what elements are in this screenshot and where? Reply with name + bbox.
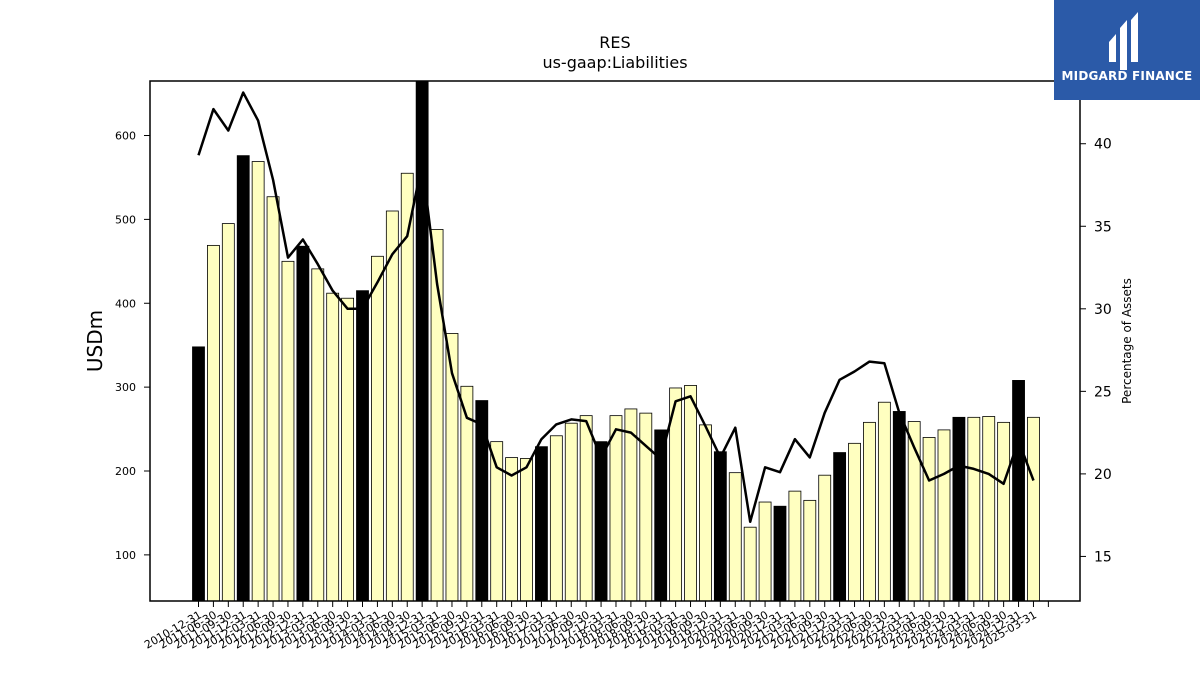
bar bbox=[713, 451, 727, 602]
percentage-line bbox=[197, 91, 1035, 524]
bar bbox=[728, 472, 742, 602]
bar bbox=[564, 422, 578, 602]
y2-tick-label: 15 bbox=[1094, 549, 1112, 565]
bar bbox=[266, 196, 280, 602]
bar bbox=[371, 255, 384, 602]
bar bbox=[937, 429, 951, 602]
y2-tick-label: 20 bbox=[1094, 467, 1112, 483]
y-axis: 100 200 300 400 500 600 bbox=[115, 130, 150, 562]
bar bbox=[699, 424, 712, 602]
logo-text: MIDGARD FINANCE bbox=[1061, 69, 1193, 83]
bar bbox=[818, 474, 832, 602]
y2-axis: 15 20 25 30 35 40 bbox=[1080, 137, 1112, 565]
y-tick-label: 600 bbox=[115, 130, 136, 143]
bar bbox=[579, 415, 593, 602]
bar bbox=[877, 401, 891, 602]
bar bbox=[982, 416, 996, 602]
bar bbox=[326, 292, 340, 602]
midgard-logo-icon bbox=[1109, 12, 1138, 70]
bar bbox=[415, 80, 429, 602]
bar bbox=[594, 441, 608, 602]
bar bbox=[520, 458, 533, 602]
bar bbox=[1027, 416, 1040, 602]
bar bbox=[192, 346, 205, 602]
bar bbox=[251, 161, 265, 602]
y-tick-label: 500 bbox=[115, 213, 136, 226]
bar bbox=[892, 411, 906, 602]
y2-tick-label: 35 bbox=[1094, 219, 1112, 235]
bar bbox=[743, 526, 757, 602]
bar bbox=[863, 421, 876, 602]
y-tick-label: 400 bbox=[115, 297, 136, 310]
bar bbox=[475, 400, 489, 602]
y2-tick-label: 30 bbox=[1094, 302, 1112, 318]
bar bbox=[341, 297, 355, 602]
y-axis-label: USDm bbox=[83, 310, 107, 372]
bar bbox=[385, 210, 399, 602]
bar bbox=[1012, 380, 1025, 602]
chart-title: RES bbox=[599, 33, 630, 52]
bar-series bbox=[192, 80, 1040, 602]
brand-logo: MIDGARD FINANCE bbox=[1054, 0, 1200, 100]
x-axis: 2010-12-312011-06-302011-09-302011-12-31… bbox=[142, 601, 1049, 652]
y-tick-label: 300 bbox=[115, 381, 136, 394]
bar bbox=[549, 435, 563, 602]
y-tick-label: 100 bbox=[115, 549, 136, 562]
bar bbox=[356, 290, 369, 602]
y2-tick-label: 40 bbox=[1094, 137, 1112, 153]
bar bbox=[788, 490, 802, 602]
y2-tick-label: 25 bbox=[1094, 384, 1112, 400]
bar bbox=[952, 416, 966, 602]
plot-frame bbox=[149, 80, 1081, 602]
bar bbox=[505, 457, 519, 602]
y2-axis-label: Percentage of Assets bbox=[1120, 278, 1134, 404]
bar bbox=[803, 499, 817, 602]
bar bbox=[758, 501, 772, 602]
bar bbox=[609, 415, 623, 602]
y-tick-label: 200 bbox=[115, 465, 136, 478]
bar bbox=[311, 268, 325, 602]
bar bbox=[221, 223, 235, 602]
bar bbox=[997, 421, 1011, 602]
line-series bbox=[197, 91, 1035, 524]
bar bbox=[296, 245, 310, 602]
bar bbox=[207, 244, 220, 602]
bar bbox=[967, 416, 981, 602]
bar bbox=[535, 446, 548, 602]
bar bbox=[236, 155, 250, 602]
bar bbox=[281, 260, 295, 602]
bar bbox=[848, 442, 861, 602]
bar bbox=[684, 385, 697, 602]
bar bbox=[773, 505, 787, 602]
bar bbox=[833, 452, 847, 602]
chart-subtitle: us-gaap:Liabilities bbox=[542, 53, 687, 72]
bar bbox=[922, 437, 936, 602]
